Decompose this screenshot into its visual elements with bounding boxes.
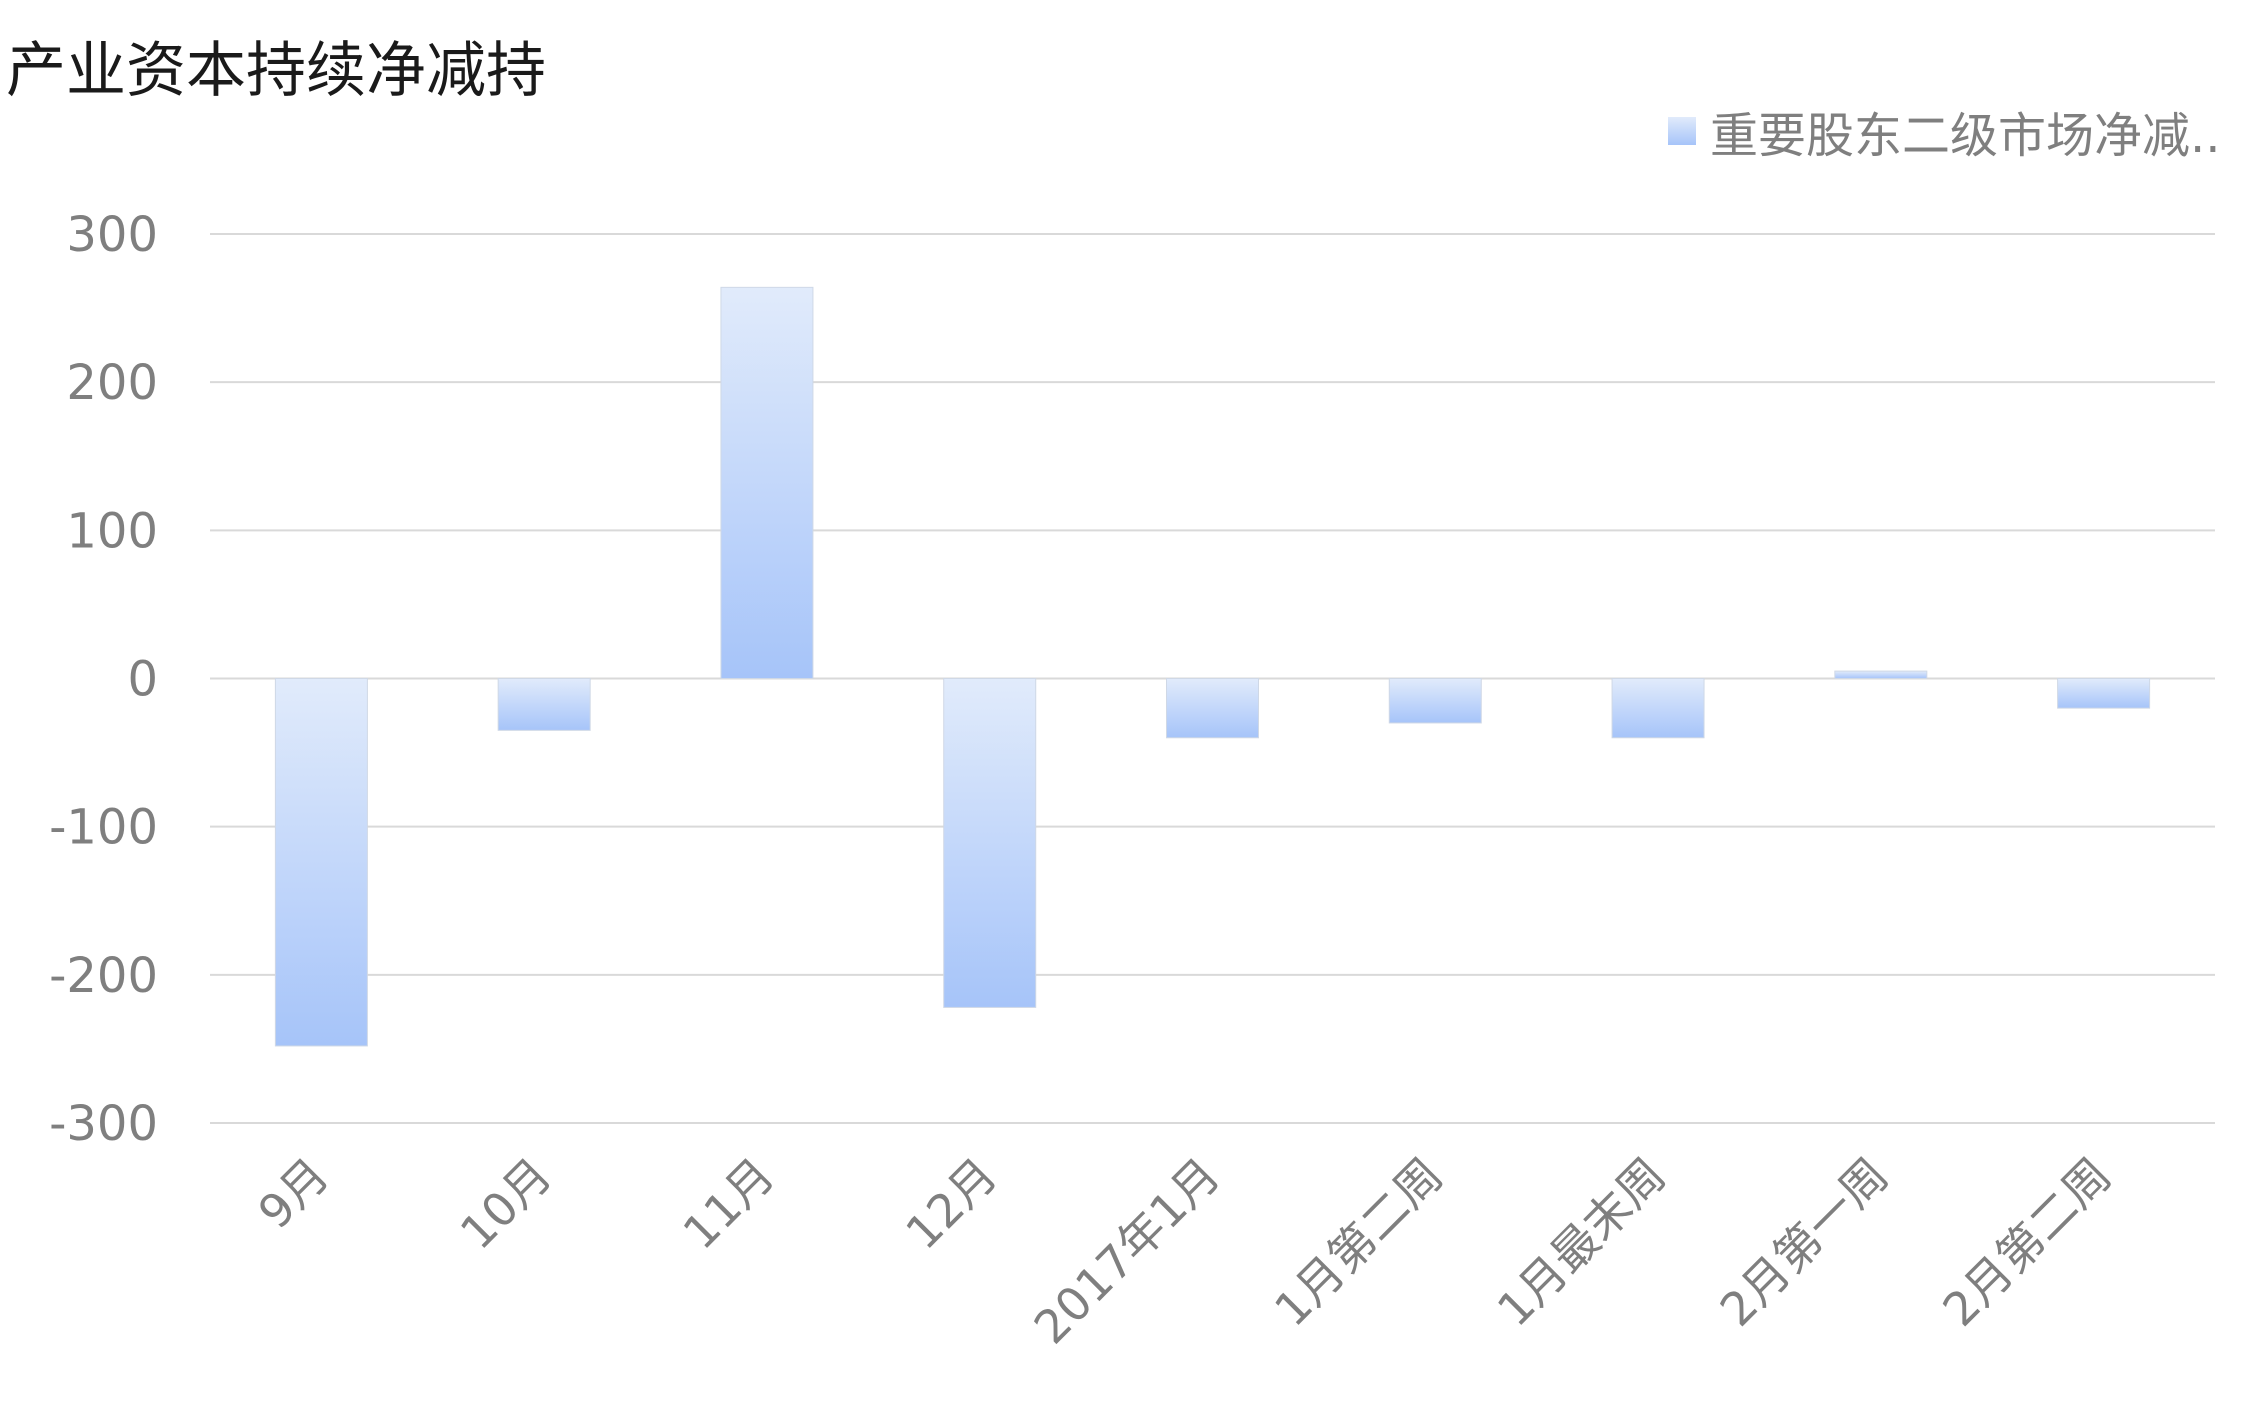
x-tick-label: 1月第二周 <box>1264 1148 1453 1337</box>
x-tick-label: 2月第二周 <box>1932 1148 2121 1337</box>
bar <box>1834 670 1928 680</box>
bar <box>1166 678 1259 739</box>
x-tick-label: 10月 <box>450 1148 562 1260</box>
y-tick-label: -200 <box>49 948 158 1004</box>
bar <box>720 286 814 679</box>
y-tick-label: 300 <box>66 207 158 263</box>
x-tick-label: 11月 <box>673 1148 785 1260</box>
bar <box>943 678 1037 1008</box>
bar <box>274 678 368 1047</box>
bar <box>1611 678 1705 739</box>
x-tick-label: 9月 <box>248 1148 339 1239</box>
y-tick-label: 200 <box>66 355 158 411</box>
x-tick-label: 12月 <box>895 1148 1007 1260</box>
legend-swatch <box>1668 117 1696 145</box>
y-tick-label: 0 <box>127 652 158 708</box>
legend-label: 重要股东二级市场净减.. <box>1710 108 2221 164</box>
x-axis-ticks: 9月 10月 11月 12月 2017年1月 1月第二周 1月最末周 2月第一周 2月第二周 <box>248 1148 2122 1355</box>
bar <box>1388 678 1482 724</box>
bars <box>274 286 2151 1047</box>
y-tick-label: -100 <box>49 800 158 856</box>
x-tick-label: 2017年1月 <box>1024 1148 1231 1355</box>
y-tick-label: 100 <box>66 503 158 559</box>
x-tick-label: 2月第一周 <box>1710 1148 1899 1337</box>
bar <box>2057 678 2151 709</box>
chart-title: 产业资本持续净减持 <box>6 36 546 106</box>
y-tick-label: -300 <box>49 1096 158 1152</box>
legend: 重要股东二级市场净减.. <box>1668 96 2221 166</box>
y-axis-ticks: 300 200 100 0 -100 -200 -300 <box>49 207 158 1152</box>
x-tick-label: 1月最末周 <box>1487 1148 1676 1337</box>
bar <box>497 678 591 731</box>
